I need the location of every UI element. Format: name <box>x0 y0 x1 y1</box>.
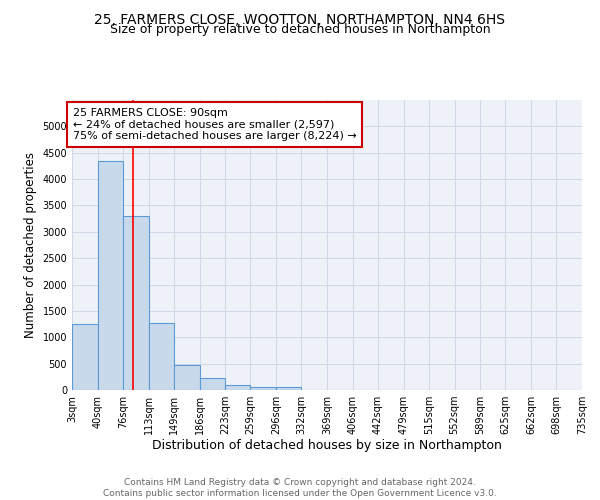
Text: 25 FARMERS CLOSE: 90sqm
← 24% of detached houses are smaller (2,597)
75% of semi: 25 FARMERS CLOSE: 90sqm ← 24% of detache… <box>73 108 356 141</box>
Bar <box>174 365 199 390</box>
Y-axis label: Number of detached properties: Number of detached properties <box>24 152 37 338</box>
Bar <box>250 386 276 390</box>
Bar <box>199 378 225 390</box>
Text: 25, FARMERS CLOSE, WOOTTON, NORTHAMPTON, NN4 6HS: 25, FARMERS CLOSE, WOOTTON, NORTHAMPTON,… <box>95 12 505 26</box>
Bar <box>225 384 250 390</box>
Text: Size of property relative to detached houses in Northampton: Size of property relative to detached ho… <box>110 22 490 36</box>
Text: Contains HM Land Registry data © Crown copyright and database right 2024.
Contai: Contains HM Land Registry data © Crown c… <box>103 478 497 498</box>
Bar <box>276 386 301 390</box>
Bar <box>98 160 123 390</box>
Bar <box>149 323 174 390</box>
Text: Distribution of detached houses by size in Northampton: Distribution of detached houses by size … <box>152 440 502 452</box>
Bar <box>123 216 149 390</box>
Bar <box>72 324 98 390</box>
